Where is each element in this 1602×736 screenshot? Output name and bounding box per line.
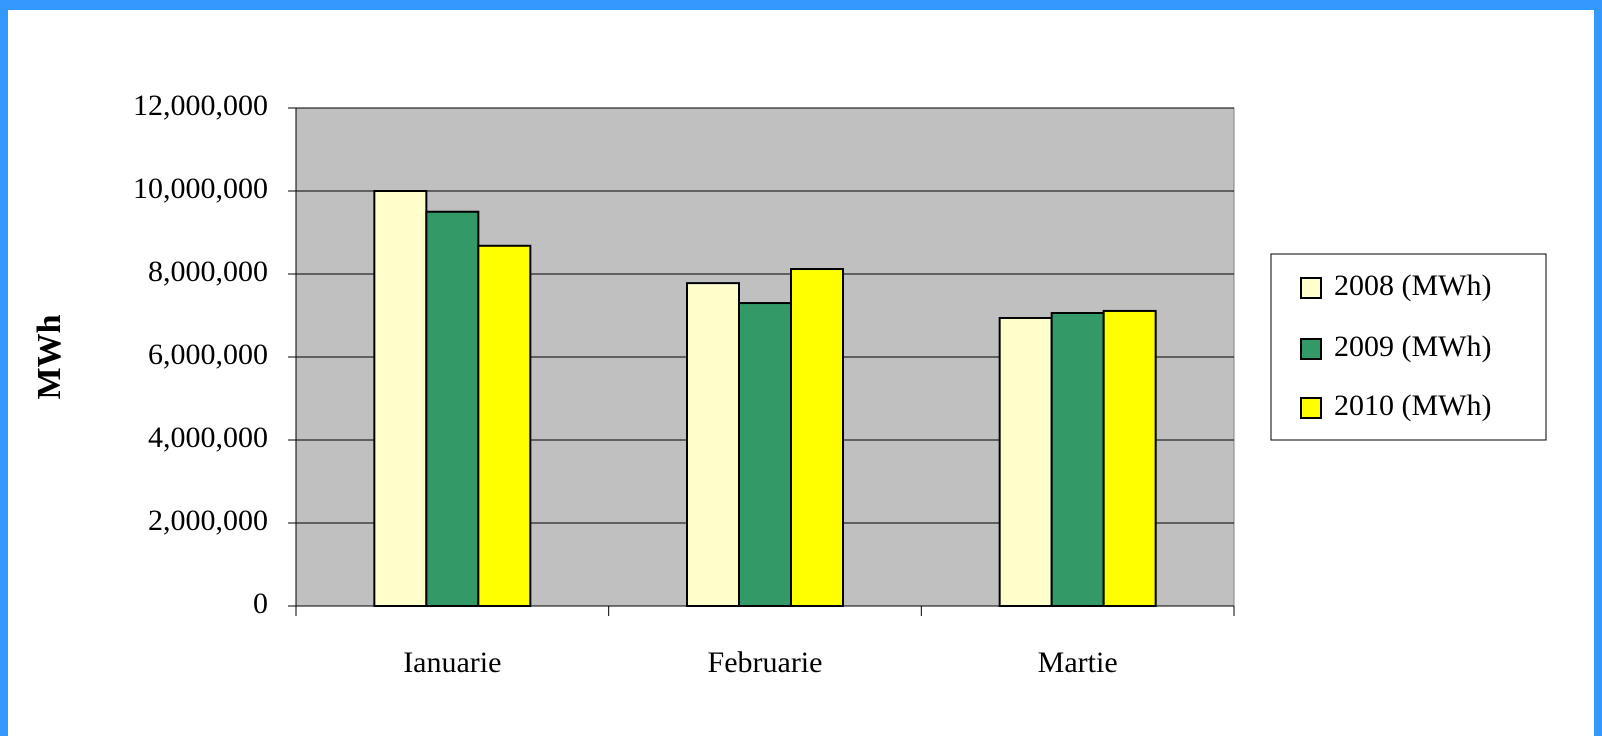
legend-label: 2008 (MWh) (1334, 269, 1491, 302)
bar (686, 282, 740, 607)
bar (477, 244, 532, 607)
legend-swatch (1300, 397, 1322, 419)
y-tick-label: 12,000,000 (133, 89, 268, 122)
y-tick-label: 10,000,000 (133, 172, 268, 205)
y-tick-label: 2,000,000 (148, 504, 268, 537)
bar (998, 316, 1053, 607)
legend-label: 2009 (MWh) (1334, 330, 1491, 363)
y-tick-label: 0 (253, 587, 268, 620)
y-tick-label: 6,000,000 (148, 338, 268, 371)
y-tick-label: 8,000,000 (148, 255, 268, 288)
x-tick-label: Februarie (708, 646, 823, 679)
legend-label: 2010 (MWh) (1334, 389, 1491, 422)
bar (790, 268, 844, 607)
bar (373, 190, 428, 607)
legend-swatch (1300, 277, 1322, 299)
bar (1102, 309, 1157, 607)
y-axis-label: MWh (31, 314, 68, 399)
x-tick-label: Martie (1038, 646, 1118, 679)
x-tick-label: Ianuarie (403, 646, 501, 679)
bar (425, 210, 480, 607)
legend-swatch (1300, 338, 1322, 360)
bar (1050, 312, 1105, 607)
bar (738, 302, 792, 607)
y-tick-label: 4,000,000 (148, 421, 268, 454)
